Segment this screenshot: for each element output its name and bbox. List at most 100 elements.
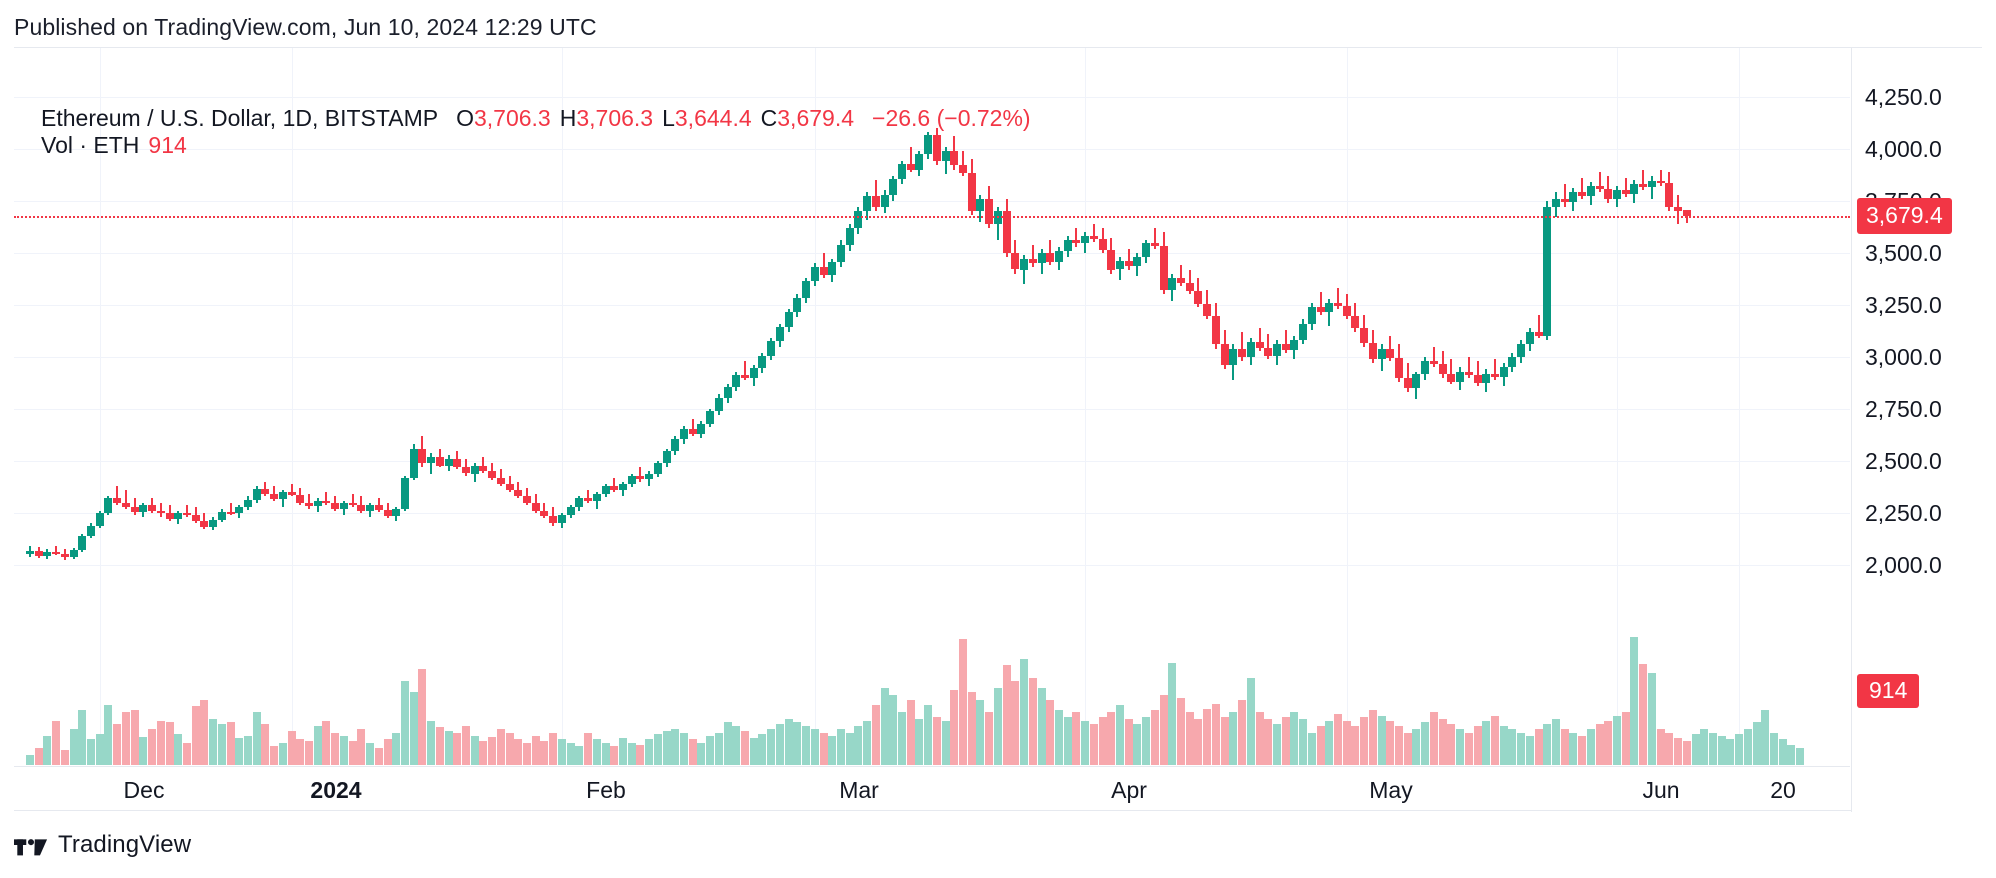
candle-body (871, 195, 880, 208)
candle-body (156, 510, 165, 514)
volume-bar (1682, 741, 1691, 765)
time-gridline (1617, 48, 1618, 765)
candle-body (688, 428, 697, 434)
candlestick (749, 48, 758, 765)
time-axis[interactable]: Dec 2024 Feb Mar Apr May Jun 20 (14, 766, 1850, 812)
candlestick (1220, 48, 1229, 765)
candlestick (453, 48, 462, 765)
candle-wick (185, 504, 188, 518)
candle-body (287, 492, 296, 495)
candlestick (121, 48, 130, 765)
volume-bar (1447, 724, 1456, 765)
volume-bar (1412, 729, 1421, 765)
candlestick (1456, 48, 1465, 765)
volume-bar (1264, 718, 1273, 765)
candlestick (706, 48, 715, 765)
candle-body (1037, 252, 1046, 264)
candlestick (1438, 48, 1447, 765)
candle-body (1569, 192, 1578, 202)
volume-bar (1255, 712, 1264, 765)
volume-bar (906, 700, 915, 765)
candlestick (1020, 48, 1029, 765)
volume-bar (104, 705, 113, 765)
candle-body (1272, 344, 1281, 356)
candle-body (767, 341, 776, 356)
last-volume-badge[interactable]: 914 (1857, 674, 1920, 708)
candle-body (566, 506, 575, 516)
candle-wick (1258, 327, 1261, 351)
candle-body (235, 507, 244, 514)
candlestick (182, 48, 191, 765)
candle-wick (639, 467, 642, 482)
volume-bar (383, 739, 392, 765)
candlestick (959, 48, 968, 765)
candle-body (69, 550, 78, 558)
candlestick (1072, 48, 1081, 765)
candle-body (296, 494, 305, 503)
volume-bar (1194, 718, 1203, 765)
candle-wick (691, 419, 694, 437)
candlestick (1281, 48, 1290, 765)
volume-bar (357, 729, 366, 765)
candlestick (863, 48, 872, 765)
candle-body (1316, 306, 1325, 313)
time-gridline (1347, 48, 1348, 765)
volume-bar (296, 739, 305, 765)
candle-body (863, 195, 872, 212)
volume-bar (1534, 729, 1543, 765)
volume-bar (1778, 739, 1787, 765)
volume-bar (374, 747, 383, 765)
candle-body (924, 135, 933, 154)
candle-body (1299, 323, 1308, 341)
volume-bar (1743, 729, 1752, 765)
volume-bar (627, 742, 636, 765)
candlestick (296, 48, 305, 765)
candle-wick (194, 506, 197, 524)
volume-bar (1368, 710, 1377, 765)
candle-body (1290, 340, 1299, 350)
price-axis[interactable]: 4,250.04,000.03,750.03,500.03,250.03,000… (1851, 48, 1982, 812)
candle-wick (116, 486, 119, 505)
candle-wick (1075, 227, 1078, 247)
candle-body (802, 280, 811, 298)
candle-wick (1432, 346, 1435, 368)
candle-body (1020, 259, 1029, 270)
candlestick (1421, 48, 1430, 765)
time-gridline (1739, 48, 1740, 765)
candlestick (732, 48, 741, 765)
volume-bar (331, 732, 340, 765)
chart-plot-area[interactable] (14, 48, 1850, 765)
candle-wick (1650, 175, 1653, 199)
candle-body (1543, 207, 1552, 337)
candle-body (967, 172, 976, 212)
candlestick (915, 48, 924, 765)
candlestick (1403, 48, 1412, 765)
candle-body (244, 499, 252, 508)
candle-wick (822, 252, 825, 278)
candle-body (34, 550, 43, 557)
candle-body (1438, 364, 1447, 374)
candle-body (1334, 302, 1342, 306)
candlestick (217, 48, 226, 765)
volume-bar (52, 720, 61, 765)
volume-bar (1429, 712, 1438, 765)
candle-body (1586, 186, 1595, 196)
time-tick-label: Feb (586, 777, 626, 803)
candle-body (950, 150, 959, 166)
volume-bar (1272, 724, 1281, 765)
candlestick (261, 48, 270, 765)
last-price-badge[interactable]: 3,679.4 (1857, 198, 1952, 234)
price-gridline (14, 461, 1850, 462)
volume-bar (1630, 637, 1639, 765)
volume-bar (348, 741, 357, 765)
candle-wick (1493, 359, 1496, 380)
candlestick (191, 48, 200, 765)
volume-bar (1203, 708, 1212, 765)
candlestick (575, 48, 584, 765)
volume-bar (165, 722, 174, 765)
candle-body (383, 509, 392, 517)
candlestick (924, 48, 933, 765)
candle-body (1028, 259, 1037, 264)
candlestick (287, 48, 296, 765)
volume-bar (1621, 712, 1630, 765)
